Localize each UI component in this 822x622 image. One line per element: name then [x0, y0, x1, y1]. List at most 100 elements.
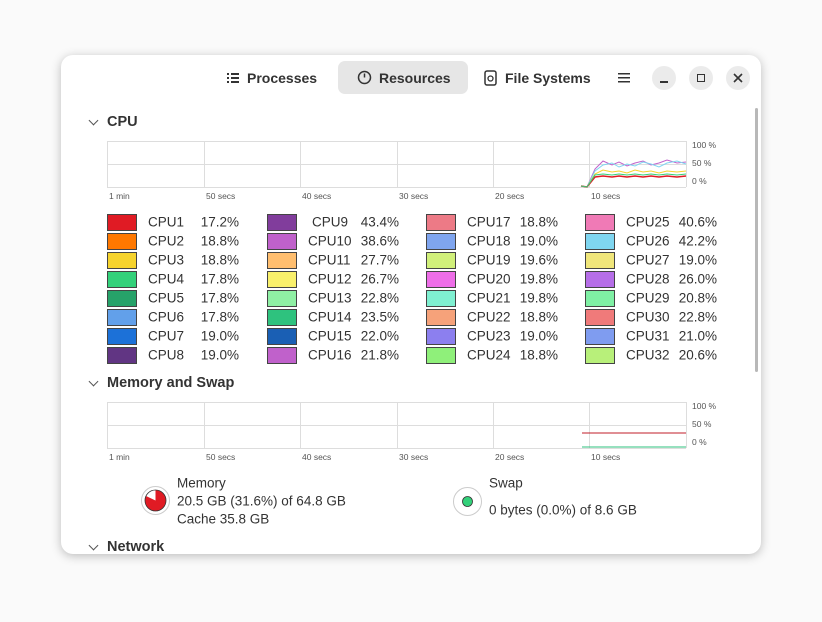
- cpu-name: CPU1: [148, 214, 185, 230]
- close-button[interactable]: [726, 66, 750, 90]
- percent-label: 100 %: [692, 140, 717, 150]
- cpu-name: CPU26: [626, 233, 670, 249]
- cpu-usage: 19.8%: [519, 290, 558, 306]
- cpu-usage: 20.6%: [678, 347, 717, 363]
- cpu-usage: 21.8%: [360, 347, 399, 363]
- color-swatch: [107, 347, 137, 364]
- section-title: Network: [107, 539, 165, 554]
- tab[interactable]: File Systems: [505, 70, 591, 86]
- time-label: 1 min: [109, 452, 130, 462]
- cpu-name: CPU2: [148, 233, 185, 249]
- cpu-usage: 40.6%: [678, 214, 717, 230]
- color-swatch: [267, 233, 297, 250]
- cpu-name: CPU21: [467, 290, 511, 306]
- cpu-usage: 19.0%: [519, 328, 558, 344]
- color-swatch: [585, 233, 615, 250]
- time-label: 10 secs: [591, 191, 621, 201]
- color-swatch: [585, 214, 615, 231]
- cpu-name: CPU16: [308, 347, 352, 363]
- color-swatch: [107, 290, 137, 307]
- color-swatch: [107, 328, 137, 345]
- percent-label: 50 %: [692, 158, 712, 168]
- color-swatch: [426, 328, 456, 345]
- cpu-usage: 17.2%: [200, 214, 239, 230]
- section-title: Memory and Swap: [107, 375, 235, 391]
- cpu-usage: 42.2%: [678, 233, 717, 249]
- cpu-name: CPU31: [626, 328, 670, 344]
- percent-label: 100 %: [692, 401, 717, 411]
- color-swatch: [426, 214, 456, 231]
- resources-icon: [357, 70, 372, 85]
- menu-button[interactable]: [618, 72, 630, 84]
- time-label: 50 secs: [206, 191, 236, 201]
- cpu-usage: 22.8%: [678, 309, 717, 325]
- color-swatch: [107, 252, 137, 269]
- color-swatch: [426, 233, 456, 250]
- cpu-name: CPU18: [467, 233, 511, 249]
- cpu-name: CPU9: [312, 214, 349, 230]
- tab[interactable]: Processes: [247, 70, 318, 86]
- color-swatch: [585, 271, 615, 288]
- expander[interactable]: [88, 540, 99, 551]
- cpu-name: CPU4: [148, 271, 185, 287]
- time-label: 10 secs: [591, 452, 621, 462]
- cpu-name: CPU23: [467, 328, 511, 344]
- time-label: 20 secs: [495, 452, 525, 462]
- cpu-usage: 20.8%: [678, 290, 717, 306]
- color-swatch: [426, 271, 456, 288]
- color-swatch: [107, 233, 137, 250]
- color-swatch: [585, 328, 615, 345]
- cpu-usage: 19.0%: [200, 328, 239, 344]
- color-swatch: [267, 214, 297, 231]
- cpu-usage: 38.6%: [360, 233, 399, 249]
- cpu-name: CPU6: [148, 309, 185, 325]
- cpu-usage: 22.0%: [360, 328, 399, 344]
- cpu-usage: 18.8%: [519, 347, 558, 363]
- minimize-button[interactable]: [652, 66, 676, 90]
- cpu-usage: 21.0%: [678, 328, 717, 344]
- memory-used: 20.5 GB (31.6%) of 64.8 GB: [177, 493, 346, 509]
- color-swatch: [585, 290, 615, 307]
- time-label: 20 secs: [495, 191, 525, 201]
- memory-icon: [141, 486, 170, 515]
- cpu-usage: 26.7%: [360, 271, 399, 287]
- color-swatch: [426, 309, 456, 326]
- time-label: 30 secs: [399, 191, 429, 201]
- cpu-usage: 18.8%: [200, 252, 239, 268]
- cpu-name: CPU20: [467, 271, 511, 287]
- cpu-name: CPU29: [626, 290, 670, 306]
- color-swatch: [267, 271, 297, 288]
- cpu-name: CPU14: [308, 309, 352, 325]
- cpu-name: CPU27: [626, 252, 670, 268]
- tab[interactable]: Resources: [379, 70, 451, 86]
- time-label: 1 min: [109, 191, 130, 201]
- expander[interactable]: [88, 376, 99, 387]
- cpu-name: CPU12: [308, 271, 352, 287]
- color-swatch: [267, 328, 297, 345]
- color-swatch: [267, 290, 297, 307]
- cpu-usage: 26.0%: [678, 271, 717, 287]
- expander[interactable]: [88, 115, 99, 126]
- cpu-name: CPU22: [467, 309, 511, 325]
- cpu-name: CPU8: [148, 347, 185, 363]
- cpu-name: CPU10: [308, 233, 352, 249]
- color-swatch: [426, 347, 456, 364]
- cpu-usage: 19.8%: [519, 271, 558, 287]
- cpu-usage: 17.8%: [200, 290, 239, 306]
- cpu-usage: 18.8%: [519, 309, 558, 325]
- scrollbar[interactable]: [755, 108, 758, 372]
- cpu-usage: 18.8%: [200, 233, 239, 249]
- cpu-name: CPU11: [308, 252, 351, 268]
- color-swatch: [267, 252, 297, 269]
- maximize-button[interactable]: [689, 66, 713, 90]
- cpu-name: CPU3: [148, 252, 185, 268]
- cpu-usage: 18.8%: [519, 214, 558, 230]
- cpu-usage: 17.8%: [200, 309, 239, 325]
- section-title: CPU: [107, 114, 138, 130]
- color-swatch: [426, 252, 456, 269]
- percent-label: 0 %: [692, 437, 707, 447]
- percent-label: 50 %: [692, 419, 712, 429]
- time-label: 40 secs: [302, 452, 332, 462]
- cpu-name: CPU30: [626, 309, 670, 325]
